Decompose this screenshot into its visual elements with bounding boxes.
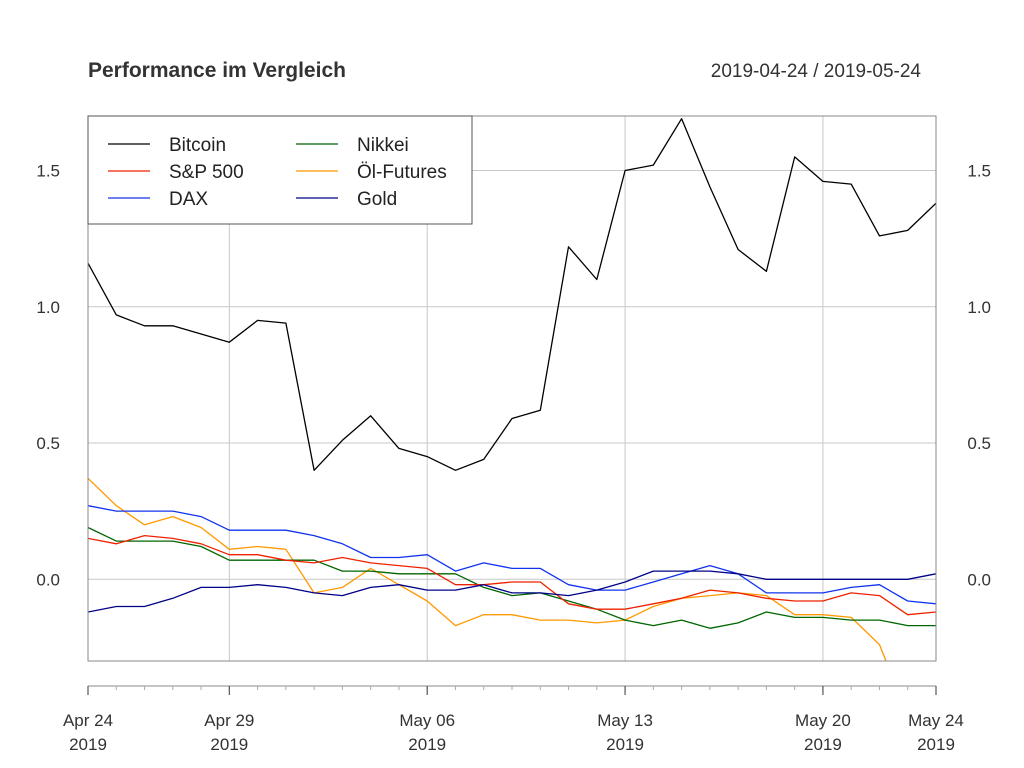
x-axis: Apr 24 2019 Apr 29 2019 May 06 2019 May 13 2019… xyxy=(63,685,964,754)
y-tick-label-left: 1.5 xyxy=(36,162,60,181)
plot-frame xyxy=(87,115,937,662)
y-tick-label-right: 1.0 xyxy=(967,298,991,317)
y-tick-label-right: 0.0 xyxy=(967,570,991,589)
y-axis-left: 0.0 0.5 1.0 1.5 xyxy=(36,162,60,590)
legend-label: Öl-Futures xyxy=(357,162,447,183)
y-tick-label-right: 0.5 xyxy=(967,434,991,453)
series-line-l-futures xyxy=(88,477,887,661)
legend-label: S&P 500 xyxy=(169,162,244,183)
series-line-bitcoin xyxy=(88,118,936,471)
y-tick-label-left: 0.0 xyxy=(36,570,60,589)
series-line-nikkei xyxy=(88,526,936,629)
x-tick-year-label: 2019 xyxy=(804,735,842,754)
series-layer xyxy=(88,118,936,661)
legend-label: Nikkei xyxy=(357,135,409,156)
series-line-gold xyxy=(88,570,936,613)
legend: Bitcoin S&P 500 DAX Nikkei Öl-Futures Gold xyxy=(87,115,473,225)
x-tick-label: May 13 xyxy=(597,711,653,730)
date-range: 2019-04-24 / 2019-05-24 xyxy=(711,61,922,82)
x-tick-year-label: 2019 xyxy=(408,735,446,754)
legend-label: Bitcoin xyxy=(169,135,226,156)
y-axis-right: 0.0 0.5 1.0 1.5 xyxy=(967,162,991,590)
x-tick-year-label: 2019 xyxy=(210,735,248,754)
y-tick-label-left: 0.5 xyxy=(36,434,60,453)
x-tick-label: May 06 xyxy=(399,711,455,730)
y-tick-label-left: 1.0 xyxy=(36,298,60,317)
x-tick-year-label: 2019 xyxy=(69,735,107,754)
y-tick-label-right: 1.5 xyxy=(967,162,991,181)
legend-label: DAX xyxy=(169,189,208,210)
x-tick-year-label: 2019 xyxy=(606,735,644,754)
series-line-dax xyxy=(88,505,936,605)
x-tick-label: Apr 24 xyxy=(63,711,113,730)
x-tick-label: Apr 29 xyxy=(204,711,254,730)
chart-title: Performance im Vergleich xyxy=(88,59,346,82)
x-tick-label: May 20 xyxy=(795,711,851,730)
legend-box xyxy=(87,115,473,225)
x-tick-year-label: 2019 xyxy=(917,735,955,754)
legend-label: Gold xyxy=(357,189,397,210)
series-line-s-p-500 xyxy=(88,534,936,616)
x-tick-label: May 24 xyxy=(908,711,964,730)
